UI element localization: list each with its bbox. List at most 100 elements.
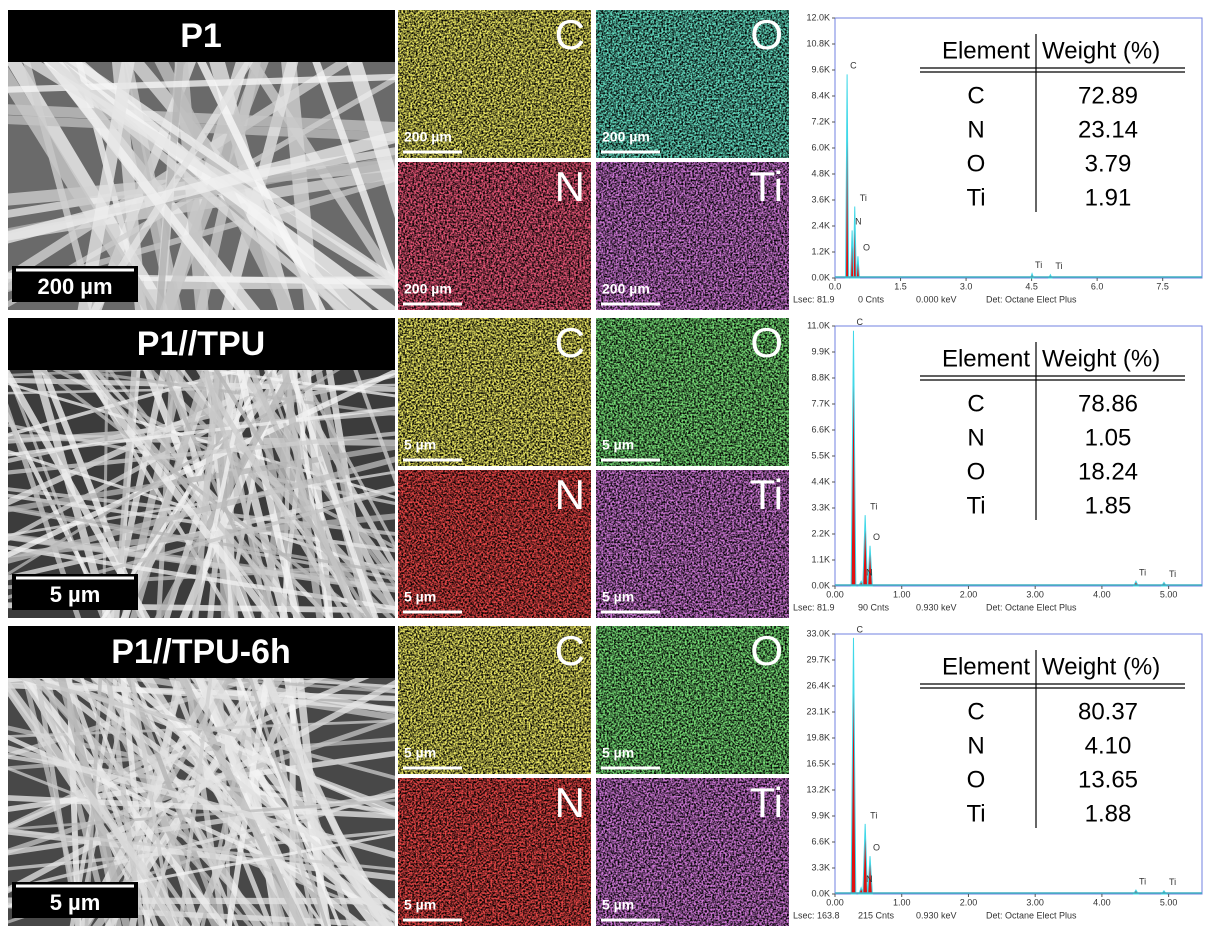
y-tick-label: 1.1K	[811, 554, 830, 564]
figure: P1200 µmC200 µmO200 µmN200 µmTi200 µm0.0…	[0, 0, 1205, 927]
element-label: N	[555, 163, 585, 210]
table-cell: 78.86	[1078, 390, 1138, 417]
y-tick-label: 3.6K	[811, 194, 830, 204]
footer-text: Lsec: 81.9	[793, 294, 835, 304]
x-tick-label: 1.00	[893, 897, 911, 907]
y-tick-label: 10.8K	[806, 38, 830, 48]
peak-label: N	[866, 568, 873, 578]
y-tick-label: 2.2K	[811, 528, 830, 538]
y-tick-label: 13.2K	[806, 784, 830, 794]
y-tick-label: 26.4K	[806, 680, 830, 690]
peak-label: C	[856, 624, 863, 634]
peak-label: C	[856, 317, 863, 327]
table-cell: O	[967, 458, 986, 485]
y-tick-label: 2.4K	[811, 220, 830, 230]
table-cell: 3.79	[1085, 150, 1132, 177]
y-tick-label: 29.7K	[806, 654, 830, 664]
x-tick-label: 3.00	[1026, 589, 1044, 599]
peak-label: Ti	[870, 501, 877, 511]
element-label: C	[555, 627, 585, 674]
footer-text: 90 Cnts	[858, 602, 890, 612]
y-tick-label: 7.2K	[811, 116, 830, 126]
x-tick-label: 5.00	[1160, 589, 1178, 599]
table-header: Weight (%)	[1042, 653, 1160, 680]
x-tick-label: 4.00	[1093, 897, 1111, 907]
peak-label: Ti	[1139, 876, 1146, 886]
scale-label: 200 µm	[602, 281, 650, 297]
footer-text: Det: Octane Elect Plus	[986, 294, 1077, 304]
table-cell: 18.24	[1078, 458, 1138, 485]
y-tick-label: 8.4K	[811, 90, 830, 100]
y-tick-label: 5.5K	[811, 450, 830, 460]
y-tick-label: 0.0K	[811, 272, 830, 282]
element-label: N	[555, 471, 585, 518]
sample-title: P1//TPU	[137, 325, 265, 363]
footer-text: Lsec: 163.8	[793, 910, 840, 920]
y-tick-label: 6.6K	[811, 836, 830, 846]
peak-label: Ti	[1139, 568, 1146, 578]
y-tick-label: 12.0K	[806, 12, 830, 22]
y-tick-label: 9.9K	[811, 346, 830, 356]
y-tick-label: 33.0K	[806, 628, 830, 638]
scale-label: 200 µm	[602, 129, 650, 145]
element-label: C	[555, 11, 585, 58]
x-tick-label: 2.00	[960, 897, 978, 907]
scale-label: 5 µm	[602, 437, 634, 453]
peak-label: O	[873, 532, 880, 542]
x-tick-label: 0.00	[826, 897, 844, 907]
peak-label: Ti	[1169, 569, 1176, 579]
scale-label: 5 µm	[404, 589, 436, 605]
x-tick-label: 5.00	[1160, 897, 1178, 907]
scale-label: 5 µm	[404, 897, 436, 913]
y-tick-label: 7.7K	[811, 398, 830, 408]
table-cell: 1.88	[1085, 800, 1132, 827]
scale-label: 5 µm	[404, 745, 436, 761]
element-label: Ti	[750, 163, 783, 210]
table-header: Weight (%)	[1042, 37, 1160, 64]
table-cell: C	[967, 390, 984, 417]
table-cell: O	[967, 150, 986, 177]
x-tick-label: 1.00	[893, 589, 911, 599]
peak-label: Ti	[1055, 261, 1062, 271]
element-label: Ti	[750, 471, 783, 518]
table-header: Element	[942, 345, 1030, 372]
element-label: O	[750, 627, 783, 674]
x-tick-label: 7.5	[1156, 281, 1169, 291]
x-tick-label: 0.00	[826, 589, 844, 599]
sample-title: P1	[180, 17, 222, 55]
peak-label: C	[850, 61, 857, 71]
y-tick-label: 9.9K	[811, 810, 830, 820]
y-tick-label: 8.8K	[811, 372, 830, 382]
sample-title: P1//TPU-6h	[111, 633, 290, 671]
table-cell: Ti	[966, 184, 985, 211]
element-label: Ti	[750, 779, 783, 826]
x-tick-label: 4.00	[1093, 589, 1111, 599]
footer-text: 0.930 keV	[916, 602, 957, 612]
scale-label: 5 µm	[602, 745, 634, 761]
table-header: Element	[942, 653, 1030, 680]
y-tick-label: 4.4K	[811, 476, 830, 486]
x-tick-label: 6.0	[1091, 281, 1104, 291]
scale-label: 5 µm	[50, 582, 101, 607]
footer-text: Det: Octane Elect Plus	[986, 602, 1077, 612]
peak-label: O	[873, 843, 880, 853]
y-tick-label: 6.0K	[811, 142, 830, 152]
x-tick-label: 4.5	[1025, 281, 1038, 291]
table-cell: Ti	[966, 492, 985, 519]
peak-label: O	[863, 243, 870, 253]
scale-label: 5 µm	[602, 589, 634, 605]
footer-text: Lsec: 81.9	[793, 602, 835, 612]
x-tick-label: 1.5	[894, 281, 907, 291]
table-cell: 72.89	[1078, 82, 1138, 109]
footer-text: 0.000 keV	[916, 294, 957, 304]
footer-text: 0.930 keV	[916, 910, 957, 920]
scale-label: 200 µm	[37, 274, 112, 299]
peak-label: Ti	[1035, 260, 1042, 270]
table-cell: N	[967, 116, 984, 143]
y-tick-label: 1.2K	[811, 246, 830, 256]
y-tick-label: 4.8K	[811, 168, 830, 178]
element-label: N	[555, 779, 585, 826]
table-cell: 80.37	[1078, 698, 1138, 725]
scale-label: 200 µm	[404, 129, 452, 145]
y-tick-label: 11.0K	[807, 320, 830, 330]
